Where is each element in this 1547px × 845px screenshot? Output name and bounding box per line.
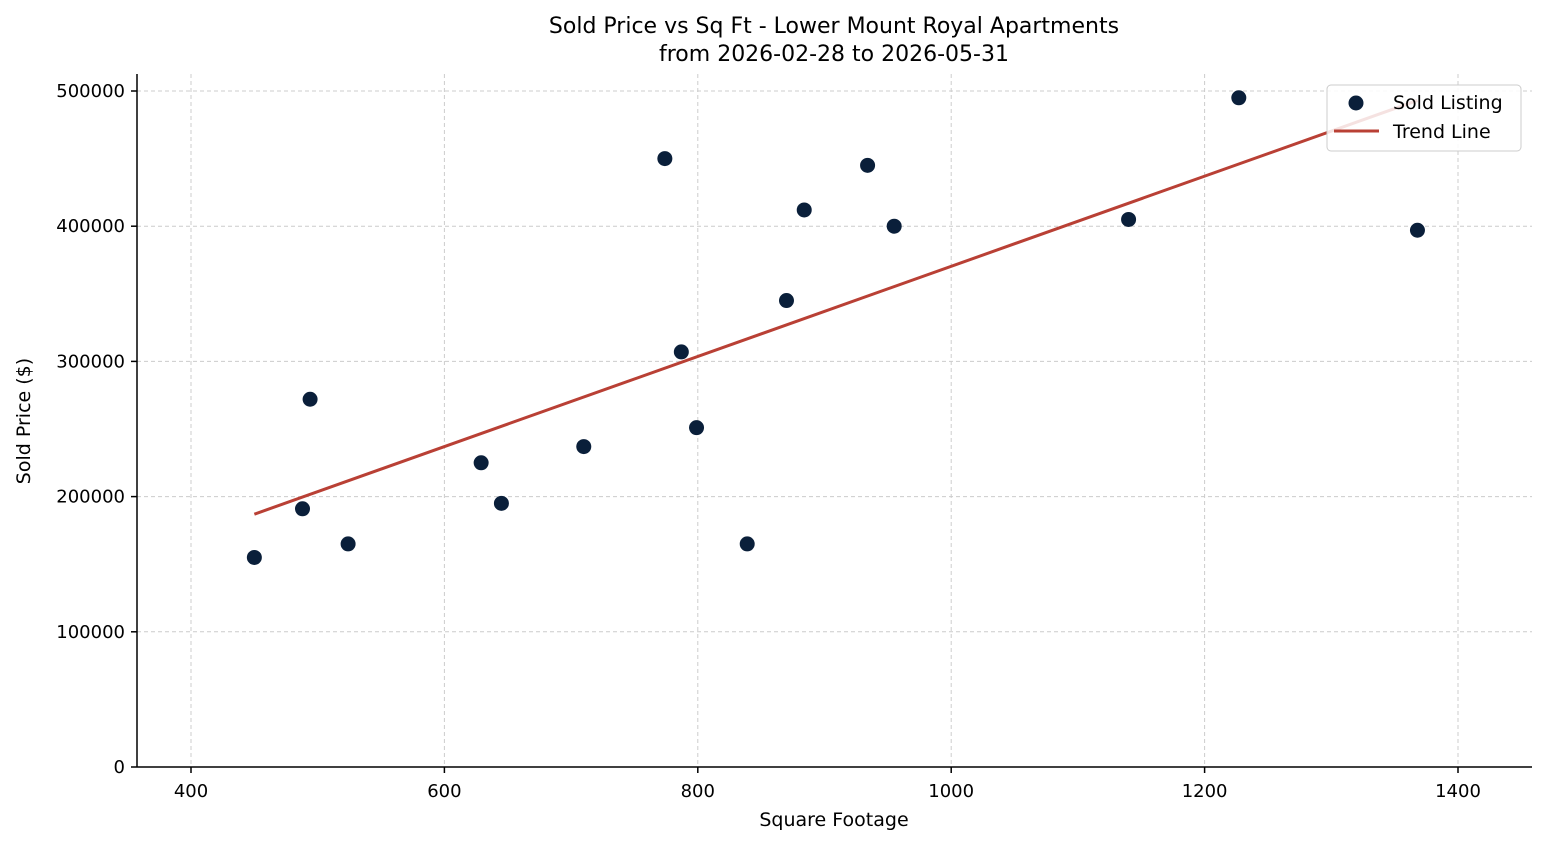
chart-subtitle: from 2026-02-28 to 2026-05-31 bbox=[659, 42, 1009, 67]
x-tick-label: 400 bbox=[174, 781, 208, 802]
x-tick-label: 1200 bbox=[1182, 781, 1228, 802]
legend-label-trend-line: Trend Line bbox=[1392, 121, 1491, 143]
legend: Sold Listing Trend Line bbox=[1326, 84, 1522, 152]
y-tick-label: 100000 bbox=[56, 622, 125, 643]
data-point bbox=[796, 202, 812, 218]
data-point bbox=[778, 293, 794, 309]
x-tick-label: 1400 bbox=[1435, 781, 1481, 802]
axes bbox=[136, 74, 1532, 768]
x-tick-label: 600 bbox=[427, 781, 461, 802]
y-tick-label: 400000 bbox=[56, 216, 125, 237]
y-tick-label: 200000 bbox=[56, 487, 125, 508]
grid bbox=[137, 74, 1532, 767]
data-point bbox=[673, 344, 689, 360]
y-tick-label: 0 bbox=[114, 757, 125, 778]
data-point bbox=[340, 536, 356, 552]
y-ticks: 0 100000 200000 300000 400000 500000 bbox=[56, 81, 137, 778]
plot-area bbox=[246, 90, 1425, 565]
data-point bbox=[739, 536, 755, 552]
data-point bbox=[302, 391, 318, 407]
y-tick-label: 500000 bbox=[56, 81, 125, 102]
data-point bbox=[246, 549, 262, 565]
trend-line bbox=[253, 99, 1418, 516]
data-point bbox=[860, 157, 876, 173]
legend-box bbox=[1326, 84, 1522, 152]
x-tick-label: 1000 bbox=[928, 781, 974, 802]
legend-marker-sold-listing bbox=[1348, 95, 1364, 111]
x-axis-label: Square Footage bbox=[759, 809, 908, 831]
data-point bbox=[689, 420, 705, 436]
data-point bbox=[1231, 90, 1247, 106]
chart-title: Sold Price vs Sq Ft - Lower Mount Royal … bbox=[549, 14, 1119, 39]
data-point bbox=[1409, 222, 1425, 238]
data-point bbox=[576, 439, 592, 455]
x-tick-label: 800 bbox=[681, 781, 715, 802]
data-point bbox=[473, 455, 489, 471]
y-tick-label: 300000 bbox=[56, 351, 125, 372]
data-point bbox=[1121, 211, 1137, 227]
y-axis-label: Sold Price ($) bbox=[13, 358, 35, 484]
data-point bbox=[886, 218, 902, 234]
data-point bbox=[294, 501, 310, 517]
legend-label-sold-listing: Sold Listing bbox=[1393, 92, 1503, 114]
data-point bbox=[493, 495, 509, 511]
data-point bbox=[657, 151, 673, 167]
x-ticks: 400 600 800 1000 1200 1400 bbox=[174, 767, 1481, 802]
